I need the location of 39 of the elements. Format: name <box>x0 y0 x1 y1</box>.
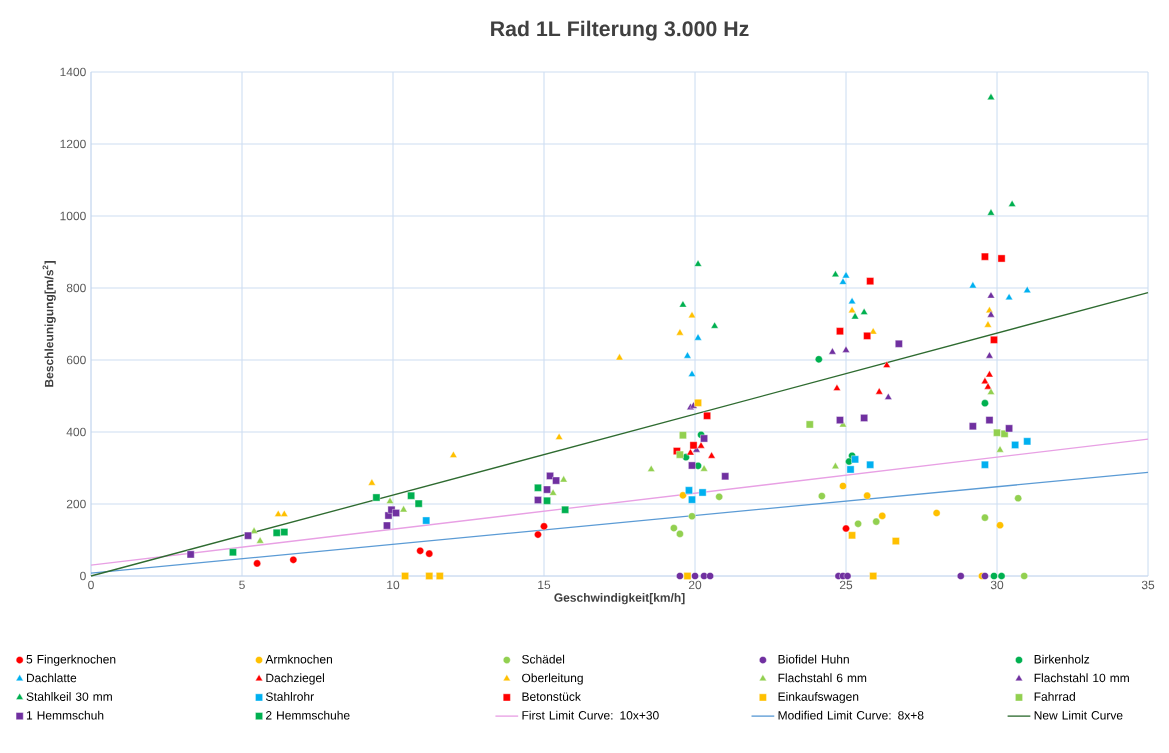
x-tick-label: 20 <box>688 580 702 590</box>
legend-label: Einkaufswagen <box>778 692 859 704</box>
legend-label: Dachziegel <box>266 673 324 685</box>
y-tick-label: 800 <box>66 283 86 293</box>
y-tick-label: 1200 <box>60 139 86 149</box>
legend-label: Betonstück <box>522 692 581 701</box>
legend-label: Modified Limit Curve: 8x+8 <box>778 710 924 720</box>
chart-title: Rad 1L Filterung 3.000 Hz <box>491 20 749 41</box>
y-tick-label: 400 <box>66 427 86 437</box>
y-tick-label: 1000 <box>60 211 86 221</box>
legend-label: Flachstahl 6 mm <box>778 673 867 683</box>
y-tick-label: 200 <box>66 499 86 509</box>
y-tick-label: 600 <box>66 355 86 365</box>
legend-label: Dachlatte <box>27 673 77 683</box>
y-tick-label: 0 <box>80 571 86 581</box>
legend-label: Schädel <box>522 654 565 664</box>
x-tick-label: 15 <box>538 580 551 590</box>
x-tick-label: 10 <box>387 580 400 590</box>
x-tick-label: 0 <box>88 580 94 590</box>
legend-label: 1 Hemmschuh <box>26 710 104 720</box>
legend-label: Birkenholz <box>1034 654 1090 664</box>
legend-label: Armknochen <box>265 654 332 664</box>
y-tick-label: 1400 <box>60 67 86 77</box>
x-tick-label: 5 <box>239 580 245 590</box>
legend-label: Stahlrohr <box>265 692 314 701</box>
legend-label: First Limit Curve: 10x+30 <box>522 710 659 720</box>
x-tick-label: 35 <box>1141 580 1155 590</box>
x-tick-label: 30 <box>990 580 1004 590</box>
x-axis-title: Geschwindigkeit[km/h] <box>554 593 685 605</box>
x-tick-label: 25 <box>839 580 853 590</box>
legend-label: Oberleitung <box>522 673 583 685</box>
legend-label: 5 Fingerknochen <box>26 654 116 666</box>
legend-label: Flachstahl 10 mm <box>1034 673 1129 683</box>
y-axis-title: Beschleunigung[m/s$^{2}$] <box>42 261 56 387</box>
legend-label: Fahrrad <box>1034 692 1075 701</box>
legend-label: Biofidel Huhn <box>778 654 849 664</box>
legend-label: New Limit Curve <box>1034 710 1123 720</box>
legend-label: Stahlkeil 30 mm <box>26 692 112 701</box>
legend-label: 2 Hemmschuhe <box>266 710 350 720</box>
